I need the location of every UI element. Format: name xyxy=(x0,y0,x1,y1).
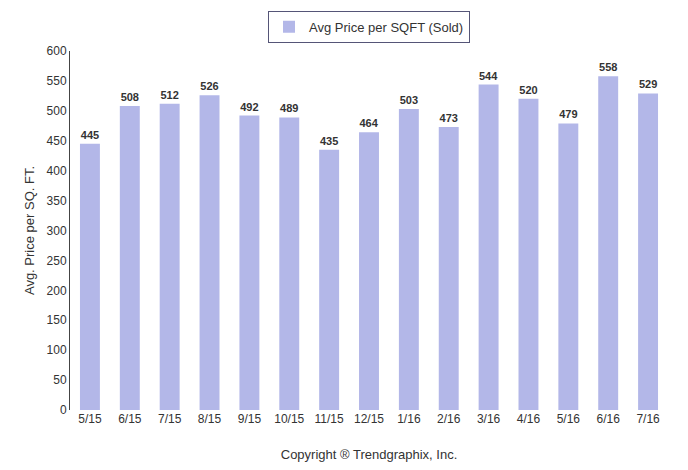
svg-text:558: 558 xyxy=(599,61,617,73)
svg-text:520: 520 xyxy=(519,84,537,96)
svg-text:2/16: 2/16 xyxy=(437,412,461,426)
svg-text:512: 512 xyxy=(160,89,178,101)
svg-text:435: 435 xyxy=(320,135,338,147)
svg-text:11/15: 11/15 xyxy=(315,412,344,426)
svg-text:7/16: 7/16 xyxy=(636,412,660,426)
svg-text:100: 100 xyxy=(47,343,67,357)
svg-text:445: 445 xyxy=(81,129,99,141)
svg-text:544: 544 xyxy=(479,70,498,82)
svg-text:50: 50 xyxy=(53,373,67,387)
svg-text:12/15: 12/15 xyxy=(354,412,384,426)
svg-text:503: 503 xyxy=(400,94,418,106)
svg-text:489: 489 xyxy=(280,102,298,114)
svg-text:400: 400 xyxy=(47,164,67,178)
svg-text:8/15: 8/15 xyxy=(198,412,222,426)
svg-text:473: 473 xyxy=(440,112,458,124)
svg-text:7/15: 7/15 xyxy=(158,412,182,426)
svg-text:Avg. Price per SQ. FT.: Avg. Price per SQ. FT. xyxy=(22,166,37,295)
svg-text:5/16: 5/16 xyxy=(557,412,581,426)
svg-text:0: 0 xyxy=(60,403,67,417)
svg-text:479: 479 xyxy=(559,108,577,120)
svg-text:1/16: 1/16 xyxy=(397,412,421,426)
svg-text:526: 526 xyxy=(200,80,218,92)
svg-text:550: 550 xyxy=(47,74,67,88)
svg-text:529: 529 xyxy=(639,78,657,90)
svg-text:492: 492 xyxy=(240,101,258,113)
svg-text:10/15: 10/15 xyxy=(274,412,304,426)
svg-text:464: 464 xyxy=(359,117,378,129)
svg-text:6/16: 6/16 xyxy=(597,412,621,426)
svg-text:500: 500 xyxy=(47,104,67,118)
svg-text:350: 350 xyxy=(47,194,67,208)
svg-text:600: 600 xyxy=(47,44,67,58)
svg-text:5/15: 5/15 xyxy=(78,412,102,426)
svg-text:450: 450 xyxy=(47,134,67,148)
svg-text:250: 250 xyxy=(47,254,67,268)
svg-text:Avg Price per SQFT (Sold): Avg Price per SQFT (Sold) xyxy=(309,20,463,35)
svg-text:4/16: 4/16 xyxy=(517,412,541,426)
svg-text:9/15: 9/15 xyxy=(238,412,262,426)
svg-text:200: 200 xyxy=(47,284,67,298)
svg-text:Copyright ® Trendgraphix, Inc.: Copyright ® Trendgraphix, Inc. xyxy=(281,447,458,462)
svg-text:3/16: 3/16 xyxy=(477,412,501,426)
svg-text:6/15: 6/15 xyxy=(118,412,142,426)
svg-text:150: 150 xyxy=(47,313,67,327)
svg-text:508: 508 xyxy=(121,91,139,103)
svg-text:300: 300 xyxy=(47,224,67,238)
